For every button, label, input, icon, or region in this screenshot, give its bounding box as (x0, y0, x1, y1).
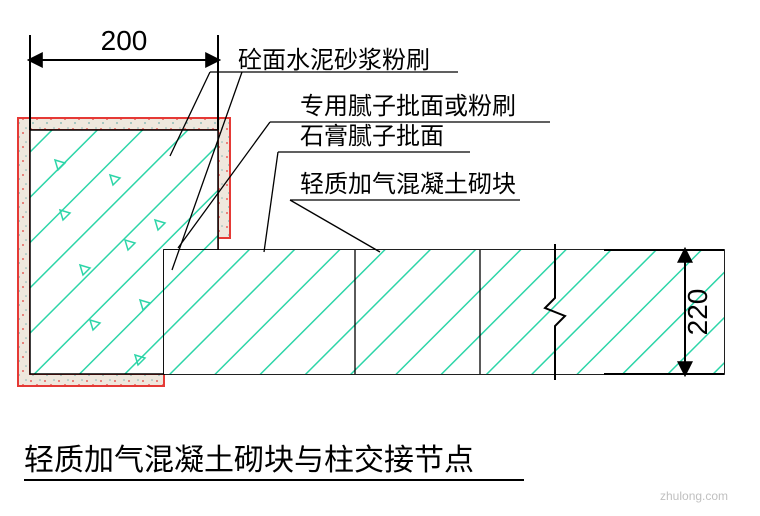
wall-hatch (164, 250, 724, 374)
dim-200-value: 200 (101, 25, 148, 56)
plaster-label-text: 砼面水泥砂浆粉刷 (238, 47, 430, 74)
dim-220-value: 220 (682, 289, 713, 336)
figure-title: 轻质加气混凝土砌块与柱交接节点 (24, 444, 474, 477)
putty-label-text: 专用腻子批面或粉刷 (300, 93, 516, 120)
gypsum-label-text: 石膏腻子批面 (300, 123, 444, 150)
aac-label: 轻质加气混凝土砌块 (290, 171, 520, 252)
watermark: zhulong.com (660, 489, 728, 503)
aac-label-text: 轻质加气混凝土砌块 (300, 171, 516, 198)
